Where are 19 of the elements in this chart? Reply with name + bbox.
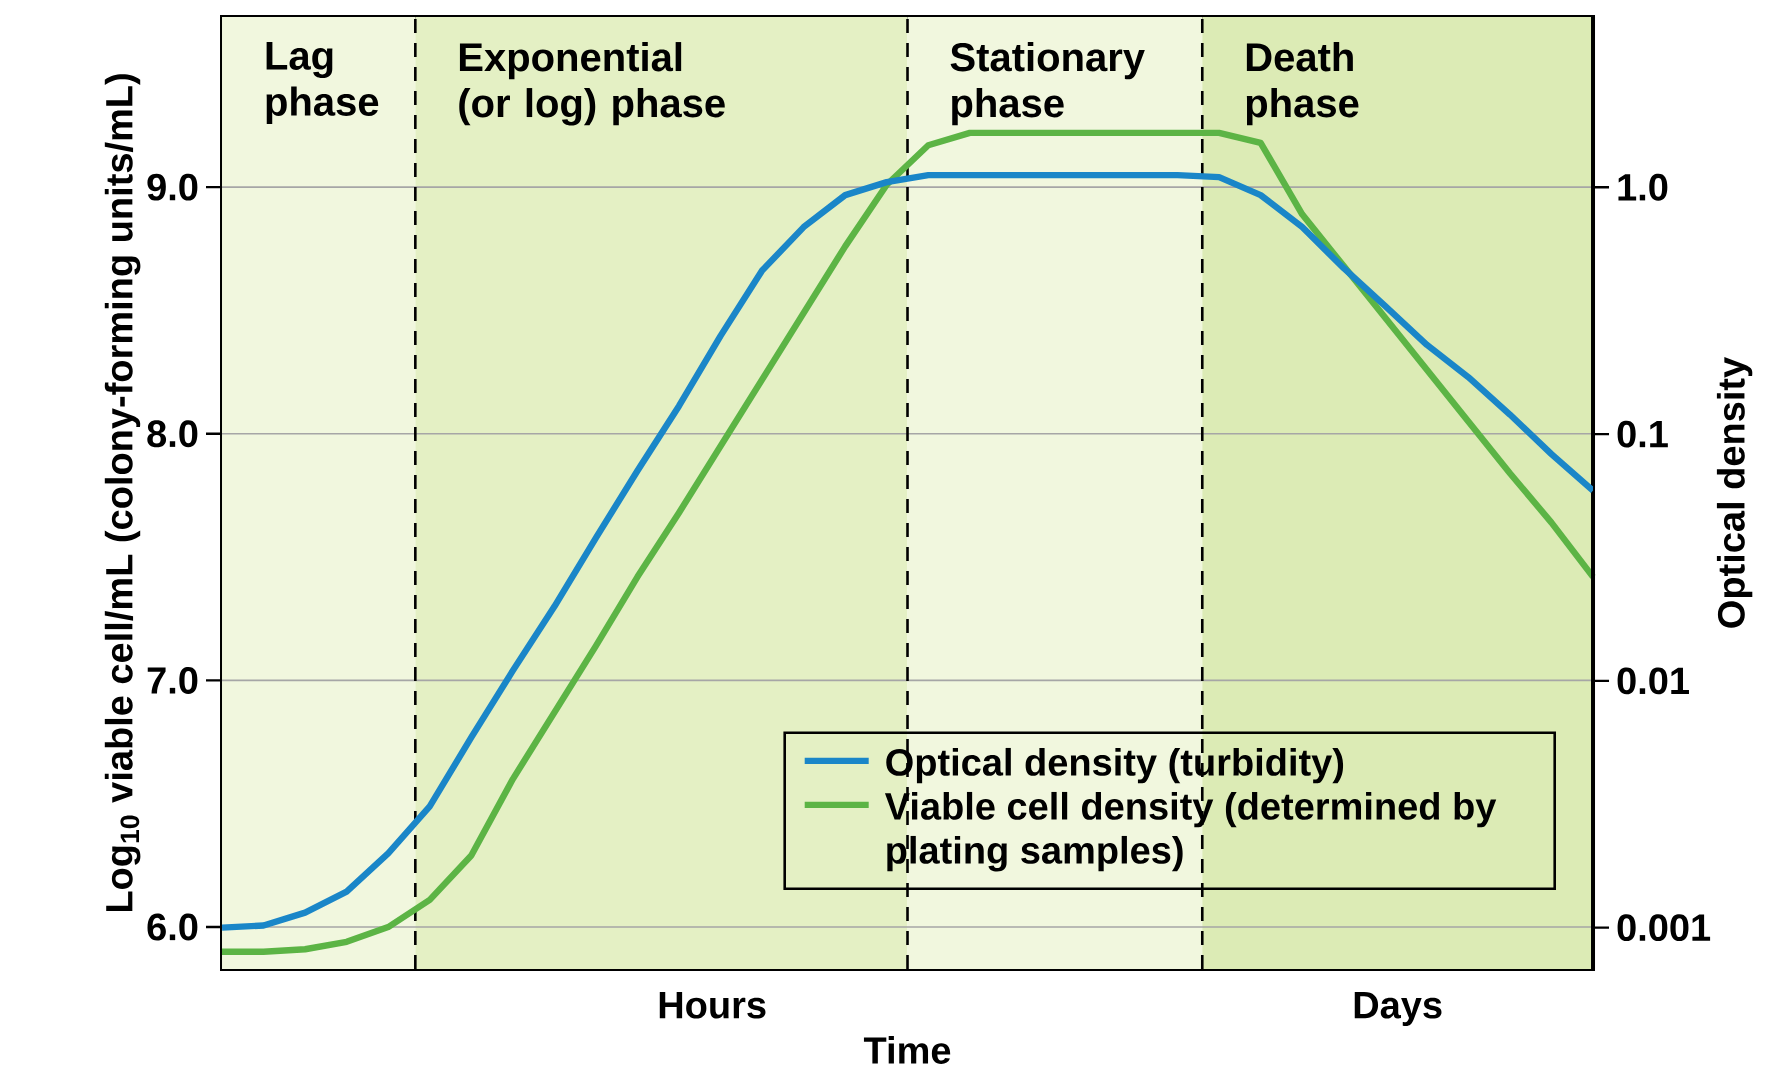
- y-tick-label: 8.0: [147, 420, 198, 448]
- y2-tick-label: 0.01: [1617, 667, 1689, 695]
- annotation: Death phase: [1246, 42, 1359, 126]
- annotation: Stationary phase: [950, 42, 1145, 126]
- y-tick-label: 6.0: [147, 913, 198, 941]
- x-axis-title: Time: [863, 1036, 951, 1064]
- y2-tick-label: 0.1: [1617, 420, 1668, 448]
- legend-label: Optical density (turbidity): [886, 747, 1344, 784]
- annotation: Lag phase: [266, 42, 379, 124]
- legend-label: Viable cell density (determined by plating samples): [884, 791, 1497, 872]
- y2-tick-label: 0.001: [1617, 914, 1711, 942]
- annotation: Exponential (or log) phase: [459, 42, 725, 126]
- y-tick-label: 9.0: [147, 173, 198, 201]
- y-axis-title: Log$_{10}$ viable cell/mL (colony-forming units/mL): [104, 74, 141, 912]
- y-tick-label: 7.0: [147, 666, 198, 694]
- y2-axis-title: Optical density: [1716, 357, 1753, 628]
- y2-tick-label: 1.0: [1618, 173, 1668, 201]
- text: Hours: [659, 992, 766, 1019]
- text: Days: [1354, 992, 1442, 1027]
